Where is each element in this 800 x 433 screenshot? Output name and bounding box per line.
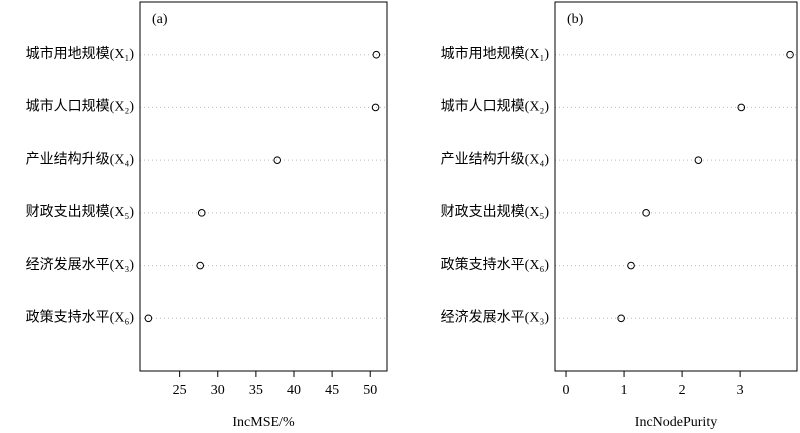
category-label: 经济发展水平(X₃) bbox=[26, 257, 135, 273]
category-label: 城市人口规模(X₂) bbox=[441, 98, 550, 115]
category-label: 经济发展水平(X₃) bbox=[441, 310, 550, 326]
x-tick-label: 25 bbox=[173, 383, 187, 398]
dot bbox=[786, 50, 794, 59]
dot bbox=[372, 50, 381, 59]
dot bbox=[737, 103, 746, 112]
x-axis-label: IncMSE/% bbox=[232, 415, 295, 430]
category-label: 产业结构升级(X₄) bbox=[26, 151, 135, 167]
annotation: (a) bbox=[152, 12, 168, 27]
category-label: 城市用地规模(X₁) bbox=[26, 45, 135, 62]
category-label: 政策支持水平(X₆) bbox=[26, 309, 135, 326]
category-label: 城市人口规模(X₂) bbox=[26, 98, 135, 115]
plot-frame bbox=[554, 1, 798, 372]
dot bbox=[273, 156, 282, 164]
dot bbox=[627, 261, 635, 270]
dot bbox=[617, 314, 625, 323]
dot bbox=[694, 156, 703, 164]
x-tick-label: 50 bbox=[363, 383, 377, 398]
dot bbox=[197, 209, 206, 217]
category-label: 财政支出规模(X₅) bbox=[26, 204, 135, 220]
category-label: 财政支出规模(X₅) bbox=[441, 204, 550, 220]
dot bbox=[371, 103, 380, 112]
x-tick-label: 1 bbox=[621, 383, 628, 398]
category-label: 城市用地规模(X₁) bbox=[441, 45, 550, 62]
x-tick-label: 30 bbox=[211, 383, 225, 398]
category-label: 政策支持水平(X₆) bbox=[441, 256, 550, 273]
x-tick-label: 0 bbox=[563, 383, 570, 398]
x-tick-label: 2 bbox=[679, 383, 686, 398]
dot bbox=[642, 209, 650, 217]
x-tick-label: 35 bbox=[249, 383, 263, 398]
x-tick-label: 45 bbox=[325, 383, 339, 398]
dot bbox=[196, 261, 205, 270]
annotation: (b) bbox=[567, 12, 584, 27]
dot bbox=[144, 314, 153, 323]
x-tick-label: 3 bbox=[737, 383, 744, 398]
plot-frame bbox=[139, 1, 388, 372]
category-label: 产业结构升级(X₄) bbox=[441, 151, 550, 167]
x-tick-label: 40 bbox=[287, 383, 301, 398]
x-axis-label: IncNodePurity bbox=[635, 415, 717, 430]
